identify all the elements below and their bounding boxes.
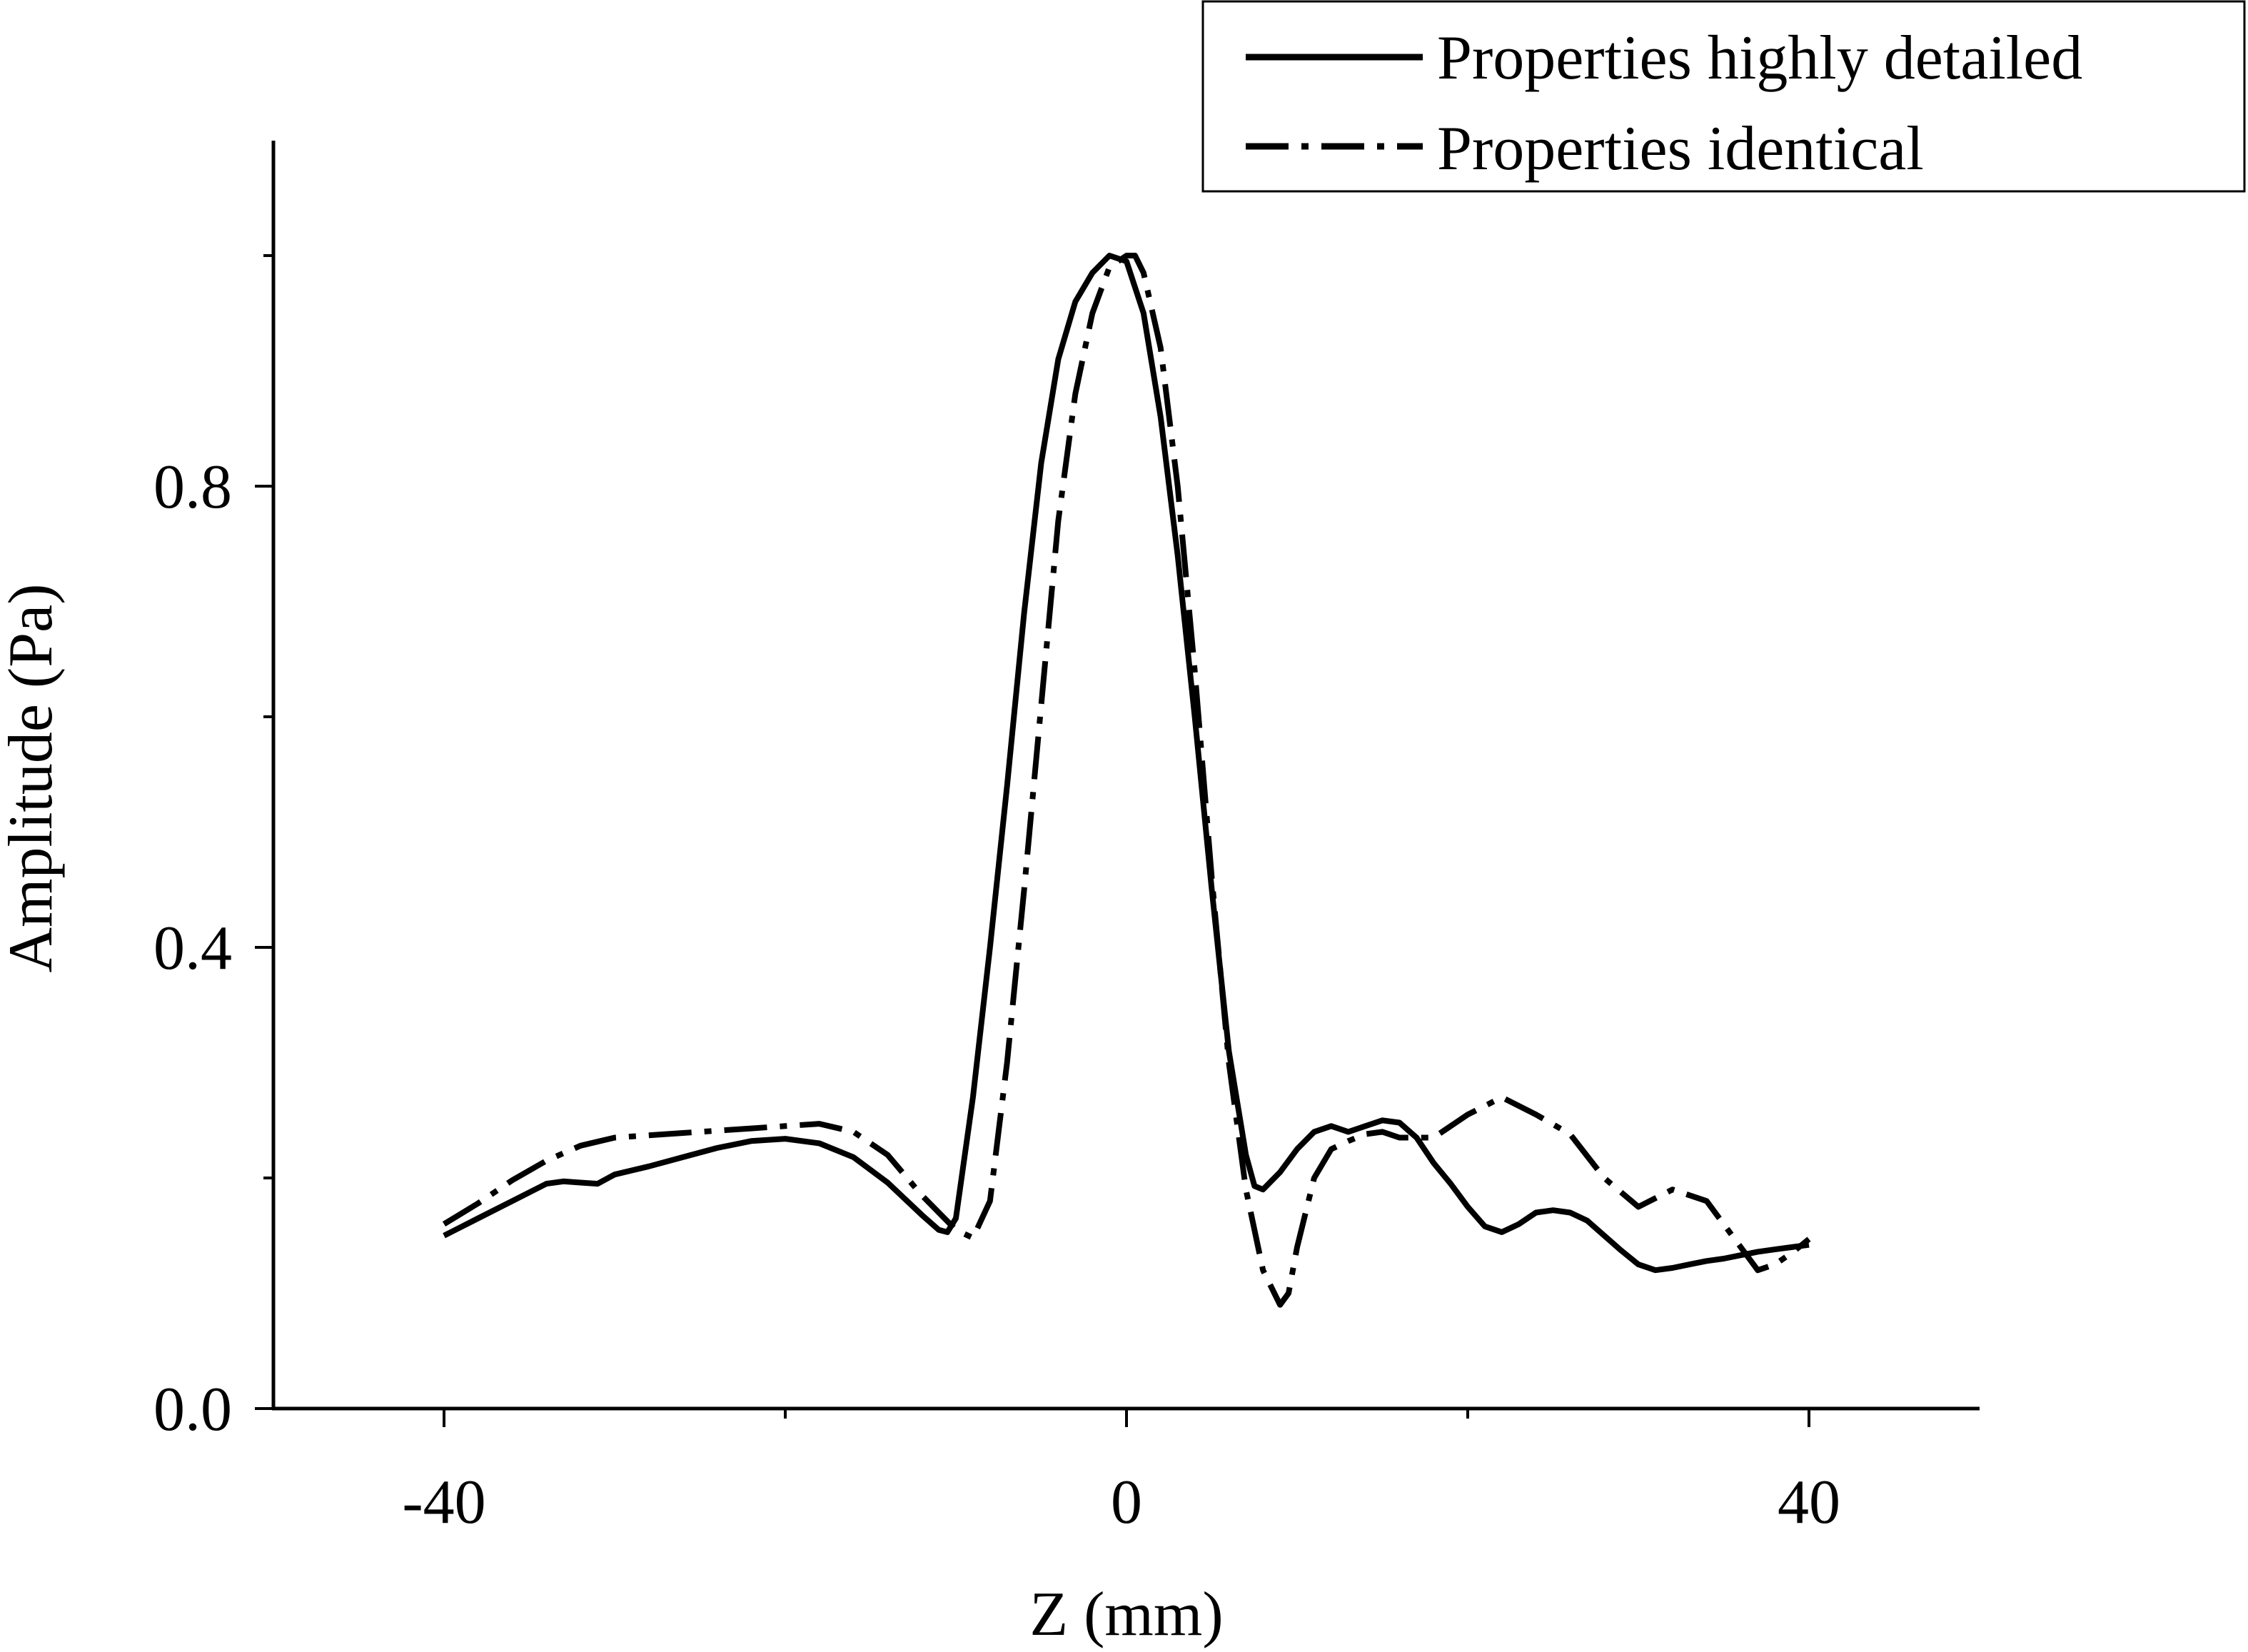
y-tick-label: 0.0	[153, 1375, 232, 1444]
x-axis-title: Z (mm)	[1029, 1580, 1223, 1649]
y-tick-label: 0.8	[153, 453, 232, 522]
y-tick-label: 0.4	[153, 914, 232, 983]
x-tick-label: -40	[402, 1468, 485, 1537]
x-tick-label: 0	[1111, 1468, 1142, 1537]
x-axis-ticks: -40 0 40	[402, 1409, 1840, 1537]
x-tick-label: 40	[1778, 1468, 1840, 1537]
series-line-solid	[443, 253, 1810, 1274]
y-axis-ticks: 0.0 0.4 0.8	[153, 254, 273, 1444]
series-layer	[442, 253, 1811, 1308]
legend-label: Properties identical	[1437, 114, 1924, 183]
legend-box	[1201, 0, 2246, 193]
series-line-dashdot	[442, 253, 1811, 1308]
legend-label: Properties highly detailed	[1437, 24, 2082, 93]
legend: Properties highly detailed Properties id…	[1201, 0, 2246, 193]
y-axis-title: Amplitude (Pa)	[0, 583, 66, 972]
